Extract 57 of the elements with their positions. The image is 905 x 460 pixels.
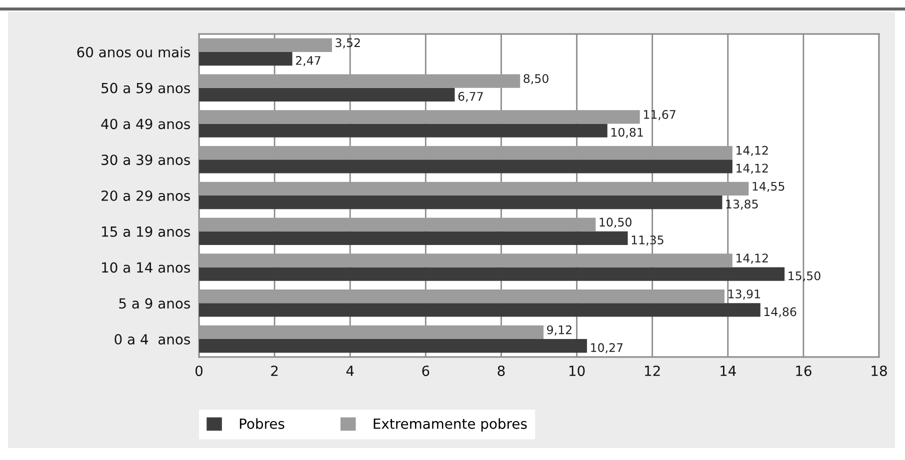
bar <box>199 52 292 66</box>
y-tick-label: 30 a 39 anos <box>102 154 190 166</box>
bar <box>199 74 520 88</box>
y-tick-label: 40 a 49 anos <box>101 118 190 130</box>
data-label: 14,55 <box>752 182 784 192</box>
x-tick-label: 0 <box>195 366 202 376</box>
y-tick-label: 20 a 29 anos <box>102 190 190 201</box>
data-label: 10,27 <box>591 343 623 354</box>
bar <box>199 290 724 304</box>
x-tick-label: 6 <box>422 366 430 376</box>
x-tick-label: 18 <box>872 366 887 376</box>
y-tick-label: 0 a 4 anos <box>114 334 190 345</box>
bar <box>199 254 732 268</box>
x-tick-label: 2 <box>271 366 278 376</box>
data-label: 13,91 <box>728 289 760 300</box>
data-label: 6,77 <box>458 92 483 102</box>
legend-label: Pobres <box>240 418 284 429</box>
y-tick-label: 15 a 19 anos <box>102 226 190 237</box>
bar <box>199 124 608 138</box>
data-label: 10,50 <box>600 218 632 228</box>
data-label: 14,86 <box>764 307 796 318</box>
bar <box>199 231 628 246</box>
bar <box>199 267 785 281</box>
x-tick-label: 12 <box>645 366 660 376</box>
bar <box>199 325 544 340</box>
data-label: 14,12 <box>736 164 768 174</box>
y-tick-label: 60 anos ou mais <box>77 46 190 58</box>
data-label: 11,67 <box>644 110 676 120</box>
data-label: 13,85 <box>726 200 758 210</box>
bar <box>199 196 722 210</box>
bar <box>199 303 760 317</box>
data-label: 9,12 <box>547 325 572 336</box>
y-tick-label: 5 a 9 anos <box>119 298 190 309</box>
bar <box>199 88 455 102</box>
data-label: 11,35 <box>632 235 664 246</box>
bar <box>199 160 732 174</box>
data-label: 14,12 <box>736 146 768 156</box>
data-label: 3,52 <box>336 38 360 48</box>
x-tick-label: 16 <box>796 366 812 376</box>
data-label: 10,81 <box>611 128 643 138</box>
bar <box>199 146 732 160</box>
bar <box>199 339 587 353</box>
bar <box>199 218 596 232</box>
x-tick-label: 14 <box>720 366 736 376</box>
data-label: 15,50 <box>788 271 820 282</box>
x-tick-label: 8 <box>498 366 505 376</box>
x-tick-label: 4 <box>346 366 354 376</box>
legend-label: Extremamente pobres <box>374 418 527 432</box>
bar <box>199 110 640 124</box>
data-label: 2,47 <box>296 56 320 66</box>
x-tick-label: 10 <box>569 366 585 376</box>
y-tick-label: 50 a 59 anos <box>102 82 190 94</box>
bar <box>199 182 749 196</box>
data-label: 14,12 <box>736 254 768 264</box>
y-tick-label: 10 a 14 anos <box>102 262 190 273</box>
bar <box>199 38 332 52</box>
data-label: 8,50 <box>524 74 548 84</box>
